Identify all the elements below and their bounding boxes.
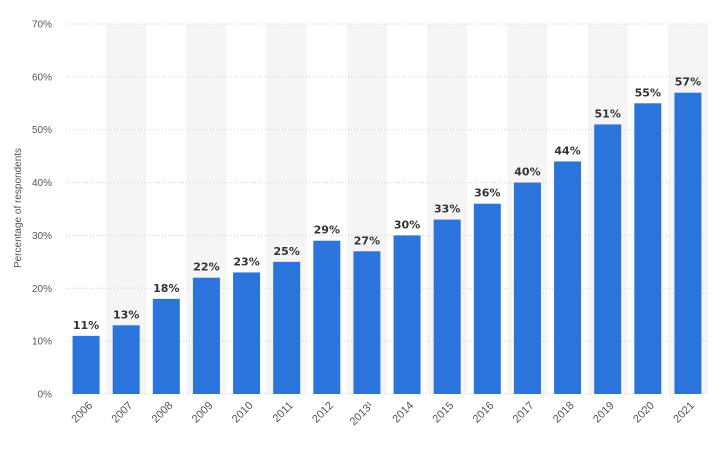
x-tick-label: 2011 (271, 400, 296, 425)
bar (433, 219, 461, 394)
y-tick-label: 10% (32, 337, 52, 348)
bar (233, 272, 261, 394)
bar (353, 251, 381, 394)
data-label: 13% (113, 308, 139, 321)
grid-lines (66, 23, 708, 395)
bars (72, 92, 702, 395)
bar (313, 240, 341, 394)
x-tick-label: 2008 (150, 400, 176, 426)
data-label: 27% (354, 234, 380, 247)
x-tick-label: 2021 (671, 400, 697, 426)
bar (393, 235, 421, 394)
bar (273, 261, 301, 394)
x-tick-label: 2009 (190, 400, 216, 426)
data-label: 33% (434, 203, 460, 216)
data-label: 30% (394, 218, 420, 231)
data-label: 11% (73, 319, 99, 332)
y-tick-label: 50% (32, 125, 52, 136)
bar (192, 277, 220, 394)
data-label: 57% (675, 76, 701, 89)
x-tick-label: 2019 (591, 400, 617, 426)
x-tick-label: 2006 (69, 400, 95, 426)
bar (634, 103, 662, 395)
bar (72, 335, 100, 394)
data-label: 18% (153, 282, 179, 295)
bar (473, 203, 501, 394)
bar (152, 298, 180, 394)
bar (554, 161, 582, 394)
y-axis-ticks: 0% 10% 20% 30% 40% 50% 60% 70% (32, 20, 52, 401)
bar (594, 124, 622, 394)
bar (112, 325, 140, 394)
data-label: 51% (595, 107, 621, 120)
x-tick-label: 2016 (471, 400, 497, 426)
x-tick-label: 2012 (310, 400, 336, 426)
x-tick-label: 2010 (230, 400, 256, 426)
y-tick-label: 30% (32, 231, 52, 242)
x-tick-label: 2015 (431, 400, 457, 426)
x-tick-label: 2018 (551, 400, 577, 426)
data-label: 23% (233, 255, 259, 268)
data-label: 44% (554, 144, 580, 157)
x-tick-label: 2014 (390, 400, 416, 426)
bar (513, 182, 541, 394)
data-label: 29% (314, 224, 340, 237)
data-label: 22% (193, 261, 219, 274)
y-tick-label: 20% (32, 284, 52, 295)
y-tick-label: 40% (32, 178, 52, 189)
x-axis-ticks: 2006 2007 2008 2009 2010 2011 2012 2013¹ 2014 201… (69, 399, 697, 428)
y-tick-label: 70% (32, 20, 52, 31)
data-label: 55% (635, 86, 661, 99)
x-tick-label: 2020 (631, 400, 657, 426)
x-tick-label: 2007 (110, 400, 136, 426)
data-label: 25% (274, 245, 300, 258)
y-tick-label: 0% (38, 390, 53, 401)
data-label: 40% (514, 166, 540, 179)
bar (674, 92, 702, 394)
y-tick-label: 60% (32, 72, 52, 83)
x-tick-label: 2013¹ (348, 399, 377, 428)
data-labels: 11% 13% 18% 22% 23% 25% 29% 27% 30% 33% 36% 40% 44% 5… (73, 76, 701, 332)
data-label: 36% (474, 187, 500, 200)
x-tick-label: 2017 (511, 400, 537, 426)
y-axis-title: Percentage of respondents (13, 148, 24, 268)
